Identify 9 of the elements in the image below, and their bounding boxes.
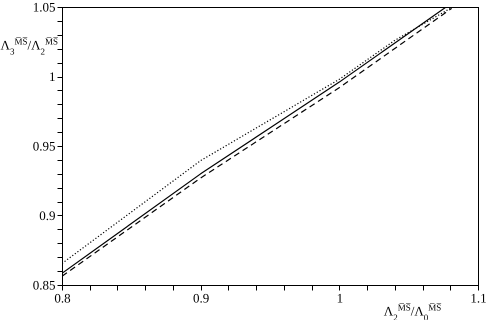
x-tick-label: 1	[336, 290, 344, 306]
x-tick-label: 0.8	[54, 290, 71, 306]
x-tick-label: 1.1	[470, 290, 487, 306]
y-tick-label: 0.9	[39, 208, 56, 223]
y-tick-label: 0.95	[32, 138, 56, 154]
y-tick-label: 1	[49, 69, 56, 84]
x-tick-label: 0.9	[193, 290, 210, 306]
y-tick-label: 0.85	[32, 278, 56, 292]
y-tick-label: 1.05	[32, 0, 56, 14]
